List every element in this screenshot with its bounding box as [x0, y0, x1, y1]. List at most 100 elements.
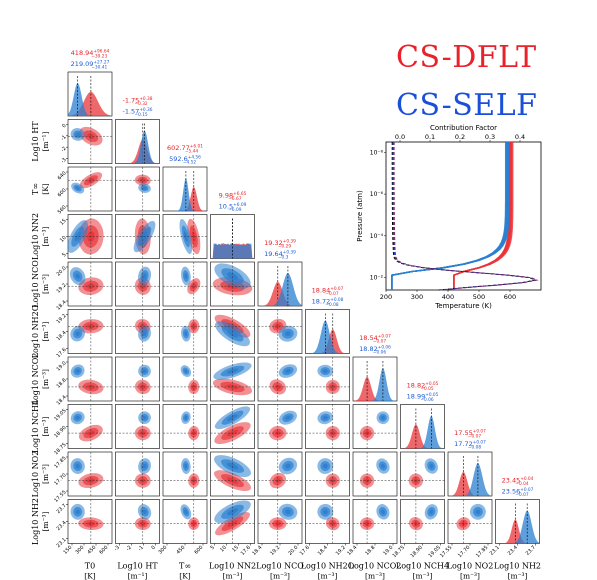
corner-panel: [400, 451, 445, 497]
y-tick-label: 17.85: [53, 455, 67, 469]
corner-panel: [305, 451, 350, 497]
x-axis-unit: [m⁻³]: [223, 572, 243, 580]
y-axis-label: Log10 NCH4: [31, 400, 40, 453]
inset-x-label: Temperature (K): [434, 302, 492, 310]
blue-contour: [74, 231, 81, 242]
blue-contour: [142, 369, 147, 373]
blue-histogram: [258, 273, 302, 306]
blue-contour: [322, 369, 328, 373]
x-tick-label: 17.6: [299, 545, 311, 557]
blue-contour: [429, 509, 434, 515]
y-axis-label: Log10 NCO: [31, 260, 40, 308]
red-contour: [191, 283, 196, 289]
blue-contour: [381, 415, 385, 420]
x-tick-label: 18.90: [410, 545, 424, 559]
x-tick-label: 18.4: [346, 545, 358, 557]
blue-contour: [75, 369, 80, 374]
blue-plus-error: +4.56: [188, 155, 201, 161]
inset-y-label: Pressure (atm): [356, 190, 364, 242]
diagonal-panel: [400, 404, 445, 449]
blue-median-label: -1.57+0.36 −0.15: [123, 107, 153, 118]
y-axis-unit: [m⁻³]: [41, 416, 50, 436]
panel-frame: [352, 499, 398, 544]
y-tick-label: 10: [59, 235, 68, 244]
blue-histogram: [305, 320, 350, 354]
red-plus-error: +0.07: [330, 286, 343, 292]
y-axis-label: Log10 NH2O: [31, 304, 40, 358]
blue-contour: [184, 415, 188, 420]
x-tick-label: 0: [150, 545, 156, 551]
corner-panel: [352, 499, 398, 544]
red-contour: [275, 324, 281, 329]
x-tick-label: 600: [193, 545, 204, 556]
corner-panel: [352, 451, 398, 497]
inset-top-tick-label: 0.4: [515, 133, 525, 141]
corner-panel: [67, 309, 113, 354]
red-contour: [140, 178, 146, 182]
x-axis-unit: [m⁻³]: [413, 572, 433, 580]
y-tick-label: 17.55: [53, 489, 67, 503]
x-tick-label: 17.85: [475, 545, 489, 559]
y-axis-label: Log10 NN2: [31, 213, 40, 260]
blue-contour: [75, 331, 80, 337]
panel-frame: [115, 404, 160, 449]
y-tick-label: 18.90: [53, 425, 67, 439]
inset-x-tick-label: 500: [473, 293, 485, 301]
red-minus-error: −0.32: [135, 101, 148, 107]
legend-cs-dflt: CS-DFLT: [396, 40, 537, 75]
x-tick-label: 18.75: [392, 545, 406, 559]
corner-panel: [67, 451, 113, 497]
blue-histogram: [400, 415, 445, 449]
red-plus-error: +6.65: [233, 191, 246, 197]
corner-panel: [210, 404, 255, 449]
blue-contour: [142, 186, 147, 190]
red-contour: [275, 521, 281, 526]
x-tick-label: 17.55: [439, 545, 453, 559]
blue-contour: [380, 463, 385, 469]
x-tick-label: 17.6: [240, 545, 252, 557]
legend-cs-self: CS-SELF: [396, 88, 538, 123]
corner-panel: [162, 499, 208, 544]
blue-contour: [285, 463, 291, 469]
blue-plus-error: +0.36: [139, 107, 152, 113]
blue-histogram: [495, 510, 540, 544]
diagonal-panel: [162, 166, 208, 212]
red-histogram: [353, 376, 397, 401]
corner-panel: [162, 309, 208, 354]
x-axis-label: Log10 HT: [117, 562, 158, 571]
x-tick-label: 20.0: [287, 545, 299, 557]
diagonal-panel: [352, 356, 398, 402]
blue-contour: [322, 415, 328, 420]
red-histogram: [258, 281, 302, 306]
x-tick-label: 300: [157, 545, 168, 556]
y-tick-label: 640: [57, 170, 68, 181]
corner-panel: [162, 261, 208, 307]
red-median-label: 18.54+0.07 −0.07: [359, 334, 391, 345]
x-tick-label: 15: [231, 545, 240, 554]
x-axis-label: Log10 NH2O: [301, 562, 355, 571]
x-tick-label: 18.4: [251, 545, 263, 557]
x-axis-label: T0: [85, 562, 95, 571]
inset-x-tick-label: 600: [504, 293, 516, 301]
blue-contour: [184, 369, 188, 373]
corner-panel: [115, 499, 160, 544]
red-minus-error: −0.29: [278, 244, 291, 250]
diagonal-panel: [305, 309, 350, 354]
red-histogram: [400, 424, 445, 449]
corner-panel: [352, 404, 398, 449]
corner-panel: [210, 499, 255, 544]
blue-minus-error: −0.07: [515, 492, 528, 498]
x-tick-label: 19.2: [335, 545, 347, 557]
corner-panel: [210, 356, 255, 402]
blue-plus-error: +6.09: [233, 202, 246, 208]
red-plus-error: +6.01: [190, 144, 203, 150]
blue-contour: [184, 509, 188, 515]
x-tick-label: 17.70: [457, 545, 471, 559]
blue-contour: [142, 415, 147, 420]
y-tick-label: 19.2: [56, 313, 68, 325]
blue-median-label: 219.09+27.27 −30.41: [71, 60, 110, 71]
diagonal-panel: [67, 71, 113, 117]
y-axis-unit: [m⁻³]: [41, 464, 50, 484]
blue-plus-error: +0.07: [473, 440, 486, 446]
red-minus-error: −0.05: [420, 386, 433, 392]
